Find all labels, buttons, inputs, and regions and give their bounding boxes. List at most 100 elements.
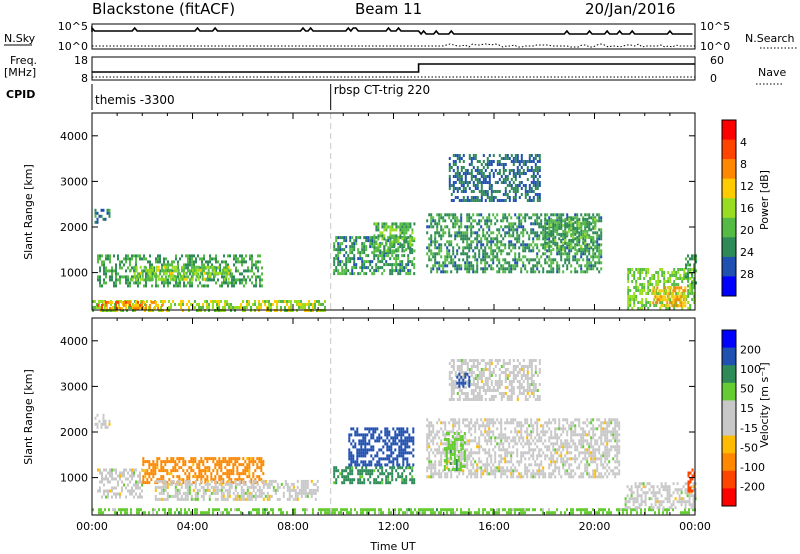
power-cell [504,190,507,193]
velocity-cell [333,472,336,476]
power-cell [224,303,226,306]
power-cell [466,196,469,199]
power-cell [506,225,509,229]
power-cell [522,172,525,175]
power-cell [151,300,153,304]
power-cell [393,245,396,249]
velocity-cell [388,511,390,515]
velocity-cell [386,442,389,446]
power-cell [199,271,202,275]
velocity-cell [514,508,516,512]
power-cell [187,268,190,272]
velocity-cell [394,508,396,512]
power-cell [568,238,571,242]
power-cell [538,157,541,160]
velocity-cell [391,475,394,479]
power-cell [470,216,473,220]
power-cell [377,243,380,247]
power-cell [649,289,652,292]
power-cell [189,257,191,261]
velocity-cell [256,488,259,492]
power-cell [504,261,507,265]
power-cell [482,190,485,193]
velocity-cell [224,466,227,470]
velocity-cell [254,497,257,501]
power-cell [201,263,203,267]
velocity-cell [354,445,357,449]
power-cell [522,261,525,265]
velocity-cell [396,442,399,446]
velocity-cell [250,478,253,482]
velocity-cell [374,454,377,458]
power-cell [347,257,350,261]
power-cell [179,281,181,285]
velocity-cell [220,475,223,479]
power-cell [476,187,479,190]
velocity-cell [162,508,164,512]
power-cell [215,281,217,285]
velocity-cell [362,454,365,458]
power-cell [97,303,99,307]
power-cell [282,300,284,303]
power-cell [639,271,642,274]
power-cell [129,281,131,285]
power-cell [687,275,689,279]
power-cell [556,270,559,274]
velocity-cell [341,475,344,479]
velocity-cell [154,485,157,489]
power-cell [153,266,155,270]
velocity-cell [222,511,224,515]
velocity-cell [238,508,240,512]
power-cell [572,226,575,230]
power-cell [675,274,678,277]
power-cell [645,268,648,271]
power-cell [480,181,483,184]
power-cell [448,261,451,265]
power-cell [554,222,557,226]
power-cell [255,281,257,285]
power-cell [145,275,147,279]
velocity-cell [406,442,409,446]
power-cell [663,286,666,289]
power-cell [639,289,642,292]
power-cell [566,232,569,236]
power-cell [389,263,392,267]
power-cell [381,257,384,261]
nave-bottom-tick: 0 [710,72,717,85]
power-cell [560,223,563,227]
velocity-cell [220,491,223,495]
power-cell [434,255,437,259]
power-cell [588,235,591,239]
velocity-cell [400,454,403,458]
power-cell [227,277,230,281]
power-cell [568,252,571,256]
velocity-cell [430,448,433,452]
velocity-cell [359,481,362,485]
velocity-cell [359,475,362,479]
velocity-cell [260,463,263,467]
velocity-cell [518,508,520,512]
power-cell [163,281,165,285]
velocity-cell [206,466,209,470]
power-cell [574,267,577,271]
power-cell [452,181,455,184]
power-cell [411,260,414,264]
power-cell [448,234,451,238]
velocity-cell [238,479,241,483]
velocity-heatmap [92,359,697,515]
power-cell [516,160,519,163]
velocity-cell [148,472,151,476]
velocity-cell [356,448,359,452]
power-cell [101,284,103,288]
power-cell [446,264,449,268]
velocity-cell [456,508,458,512]
power-cell [194,306,196,309]
power-cell [490,237,493,241]
power-cell [173,274,176,278]
power-cell [566,217,569,221]
power-cell [687,292,690,295]
velocity-cell [178,479,181,483]
power-cell [440,243,443,247]
power-cell [462,166,465,169]
power-cell [446,213,449,217]
